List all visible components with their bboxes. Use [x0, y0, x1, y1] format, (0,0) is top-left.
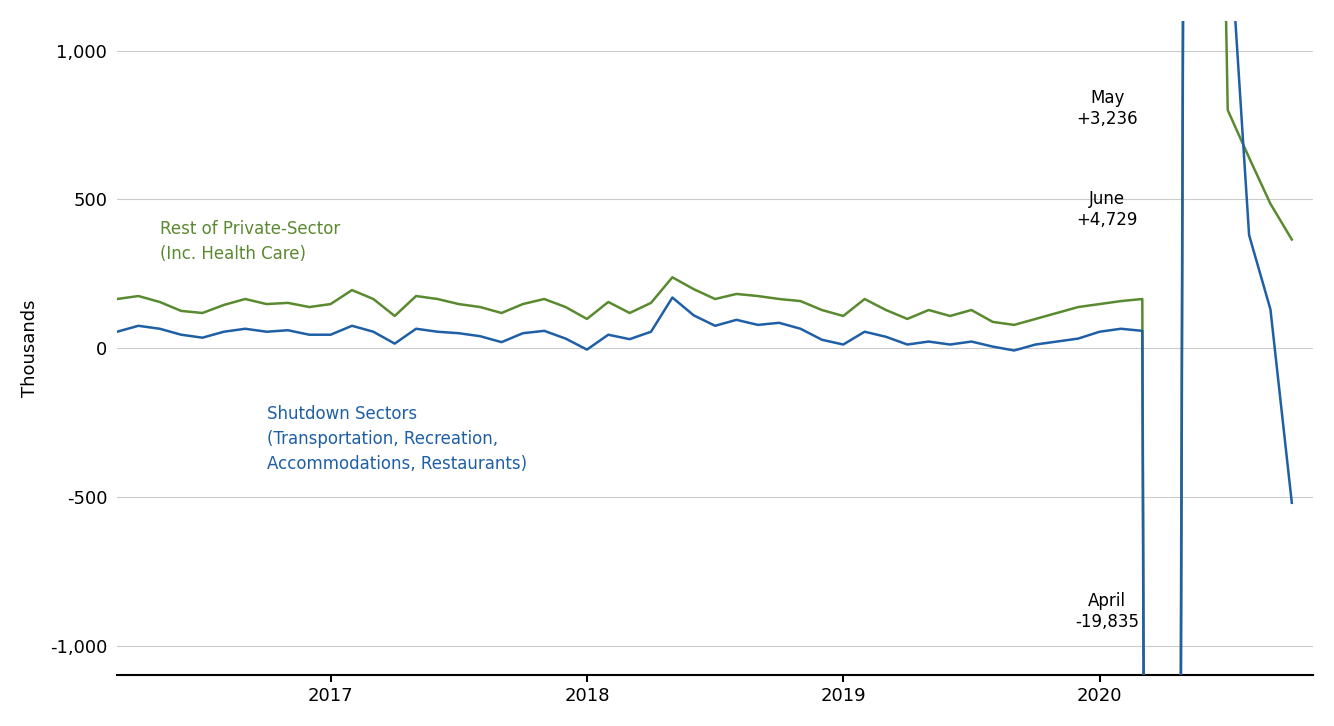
Text: Rest of Private-Sector
(Inc. Health Care): Rest of Private-Sector (Inc. Health Care… [160, 220, 340, 263]
Text: May
+3,236: May +3,236 [1077, 89, 1138, 128]
Text: June
+4,729: June +4,729 [1077, 190, 1138, 229]
Y-axis label: Thousands: Thousands [21, 299, 39, 397]
Text: April
-19,835: April -19,835 [1075, 592, 1139, 631]
Text: Shutdown Sectors
(Transportation, Recreation,
Accommodations, Restaurants): Shutdown Sectors (Transportation, Recrea… [267, 404, 527, 473]
